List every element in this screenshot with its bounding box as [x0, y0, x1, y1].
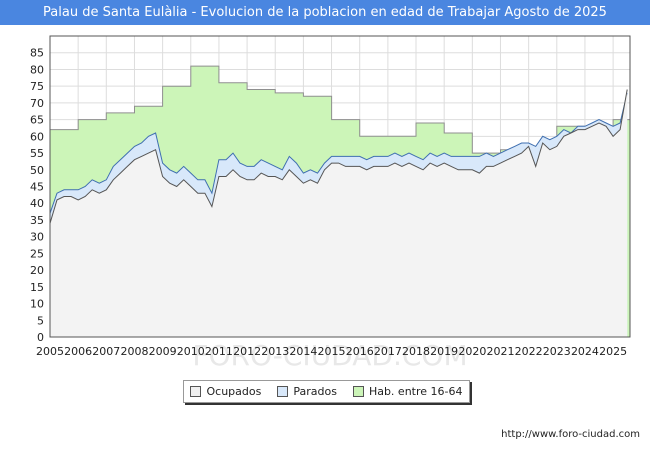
x-tick-label: 2021	[486, 345, 514, 358]
y-tick-label: 5	[37, 314, 44, 327]
series-parados-line	[49, 92, 628, 214]
x-tick-label: 2018	[402, 345, 430, 358]
legend-item-hab: Hab. entre 16-64	[352, 385, 463, 398]
x-tick-label: 2011	[205, 345, 233, 358]
chart-title: Palau de Santa Eulàlia - Evolucion de la…	[0, 0, 650, 25]
x-tick-label: 2012	[233, 345, 261, 358]
legend-label-hab: Hab. entre 16-64	[368, 385, 463, 398]
x-tick-label: 2009	[149, 345, 177, 358]
y-tick-label: 15	[30, 281, 44, 294]
x-tick-label: 2005	[36, 345, 64, 358]
series-ocupados-line	[49, 89, 628, 224]
y-tick-label: 80	[30, 63, 44, 76]
y-tick-label: 30	[30, 231, 44, 244]
y-tick-label: 75	[30, 80, 44, 93]
x-tick-label: 2006	[64, 345, 92, 358]
y-tick-label: 25	[30, 247, 44, 260]
y-tick-label: 65	[30, 114, 44, 127]
x-tick-label: 2016	[346, 345, 374, 358]
y-tick-label: 55	[30, 147, 44, 160]
x-tick-label: 2020	[458, 345, 486, 358]
y-tick-label: 0	[37, 331, 44, 344]
plot-frame	[49, 35, 631, 338]
x-tick-label: 2010	[177, 345, 205, 358]
x-tick-label: 2014	[289, 345, 317, 358]
x-tick-label: 2025	[599, 345, 627, 358]
x-tick-label: 2023	[543, 345, 571, 358]
legend-label-parados: Parados	[293, 385, 337, 398]
y-tick-label: 85	[30, 47, 44, 60]
x-tick-label: 2022	[515, 345, 543, 358]
legend: Ocupados Parados Hab. entre 16-64	[183, 380, 470, 403]
y-tick-label: 40	[30, 197, 44, 210]
source-url: http://www.foro-ciudad.com	[501, 429, 640, 440]
legend-label-ocupados: Ocupados	[206, 385, 262, 398]
y-tick-label: 70	[30, 97, 44, 110]
y-tick-label: 50	[30, 164, 44, 177]
x-tick-label: 2013	[261, 345, 289, 358]
watermark: FORO-CIUDAD.COM	[192, 339, 467, 370]
legend-swatch-parados	[277, 386, 289, 397]
x-tick-label: 2017	[374, 345, 402, 358]
y-tick-label: 45	[30, 181, 44, 194]
y-tick-label: 35	[30, 214, 44, 227]
x-tick-label: 2019	[430, 345, 458, 358]
y-tick-label: 60	[30, 130, 44, 143]
y-tick-label: 20	[30, 264, 44, 277]
x-tick-label: 2007	[92, 345, 120, 358]
x-tick-label: 2008	[120, 345, 148, 358]
x-tick-label: 2024	[571, 345, 599, 358]
legend-swatch-hab	[352, 386, 364, 397]
chart-canvas: FORO-CIUDAD.COM 051015202530354045505560…	[30, 35, 631, 370]
legend-item-ocupados: Ocupados	[190, 385, 261, 398]
legend-item-parados: Parados	[277, 385, 337, 398]
series-ocupados-area	[50, 89, 628, 337]
y-tick-label: 10	[30, 298, 44, 311]
x-tick-label: 2015	[318, 345, 346, 358]
legend-swatch-ocupados	[190, 386, 202, 397]
